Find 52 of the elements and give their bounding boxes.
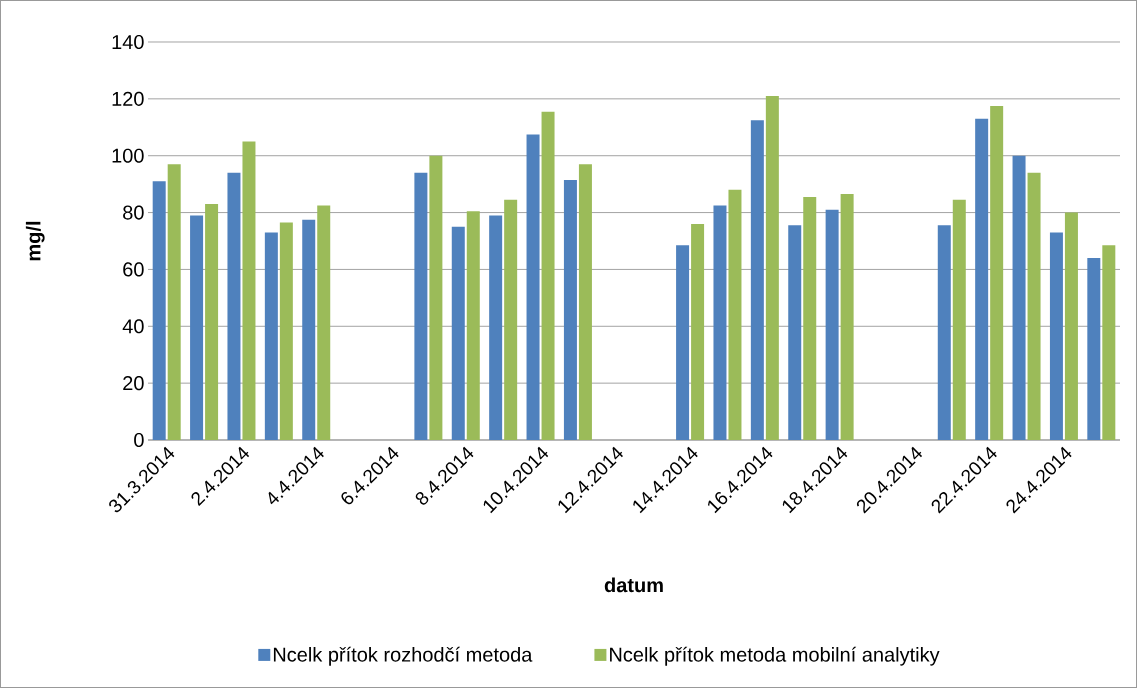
bar [167,164,181,440]
bar [302,219,316,440]
bar [152,181,166,440]
bar [1049,232,1063,440]
bar [713,205,727,440]
legend-label: Ncelk přítok metoda mobilní analytiky [610,646,940,666]
bar [990,105,1004,440]
bar [227,172,241,440]
bar [975,118,989,440]
y-tick-label: 120 [112,91,144,106]
bar [541,111,555,440]
bar [429,155,443,440]
bar [788,225,802,440]
bar [451,226,465,440]
bar [190,215,204,440]
y-tick-label: 60 [123,262,144,277]
bar [466,211,480,440]
y-axis-title: mg/l [25,221,45,261]
bar [1012,155,1026,440]
bar [937,225,951,440]
bar [803,196,817,440]
bar [691,223,705,440]
y-tick-label: 80 [123,205,144,220]
y-tick-label: 100 [112,148,144,163]
bar [1087,258,1101,440]
bar [279,222,293,440]
bar [840,194,854,440]
bar [414,172,428,440]
bar [728,189,742,440]
bar [825,209,839,440]
bar [1064,212,1078,440]
bar [264,232,278,440]
bar [205,204,219,440]
bar [489,215,503,440]
bar [1027,172,1041,440]
bar [750,120,764,440]
bar [504,199,518,440]
x-axis-title: datum [604,577,663,593]
bar [526,134,540,440]
bar [563,179,577,440]
bar [765,96,779,440]
y-tick-label: 20 [123,376,144,391]
y-tick-label: 40 [122,319,144,334]
y-tick-label: 0 [134,432,144,448]
legend-label: Ncelk přítok rozhodčí metoda [273,646,533,666]
bar [317,205,331,440]
bar [676,245,690,440]
bar [242,141,256,440]
bar [578,164,592,440]
bar [952,199,966,440]
bar [1102,245,1116,440]
y-tick-label: 140 [112,34,144,50]
